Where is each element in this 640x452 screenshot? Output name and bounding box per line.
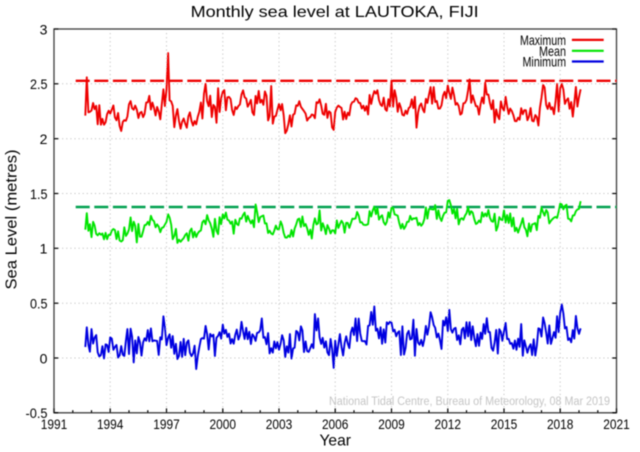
svg-text:Maximum: Maximum — [520, 32, 566, 48]
svg-text:2003: 2003 — [266, 416, 293, 432]
svg-text:1.5: 1.5 — [30, 186, 48, 202]
svg-text:1: 1 — [40, 241, 48, 257]
svg-text:1994: 1994 — [97, 416, 124, 432]
svg-text:2: 2 — [40, 131, 48, 147]
svg-text:2009: 2009 — [378, 416, 405, 432]
svg-text:0.5: 0.5 — [30, 296, 48, 312]
svg-text:2006: 2006 — [322, 416, 349, 432]
svg-text:1997: 1997 — [153, 416, 180, 432]
svg-text:National Tidal Centre, Bureau: National Tidal Centre, Bureau of Meteoro… — [329, 396, 610, 408]
svg-text:3: 3 — [40, 21, 48, 37]
svg-text:Minimum: Minimum — [523, 54, 567, 70]
svg-text:Monthly sea level at LAUTOKA,: Monthly sea level at LAUTOKA, FIJI — [191, 4, 479, 21]
svg-text:2015: 2015 — [491, 416, 518, 432]
svg-text:0: 0 — [40, 350, 48, 366]
svg-text:1991: 1991 — [41, 416, 68, 432]
svg-text:2018: 2018 — [547, 416, 574, 432]
svg-text:Sea Level (metres): Sea Level (metres) — [4, 150, 21, 290]
svg-text:Mean: Mean — [539, 43, 566, 59]
svg-text:2021: 2021 — [603, 416, 630, 432]
svg-text:-0.5: -0.5 — [26, 405, 48, 421]
svg-text:Year: Year — [319, 433, 351, 450]
svg-text:2012: 2012 — [435, 416, 462, 432]
svg-text:2.5: 2.5 — [30, 76, 48, 92]
svg-text:2000: 2000 — [210, 416, 237, 432]
